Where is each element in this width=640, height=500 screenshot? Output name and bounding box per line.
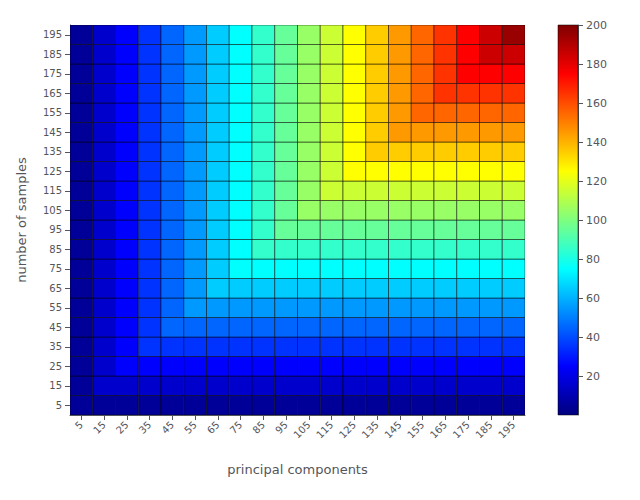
svg-text:35: 35 — [137, 419, 154, 436]
svg-text:115: 115 — [314, 419, 335, 440]
svg-text:85: 85 — [49, 244, 62, 255]
svg-text:185: 185 — [474, 419, 495, 440]
svg-text:85: 85 — [250, 419, 267, 436]
svg-text:145: 145 — [383, 419, 404, 440]
svg-text:115: 115 — [43, 185, 62, 196]
svg-text:165: 165 — [428, 419, 449, 440]
svg-text:95: 95 — [49, 224, 62, 235]
svg-text:25: 25 — [114, 419, 131, 436]
svg-text:15: 15 — [49, 380, 62, 391]
svg-text:20: 20 — [586, 370, 600, 383]
svg-text:145: 145 — [43, 127, 62, 138]
svg-text:105: 105 — [43, 205, 62, 216]
svg-text:195: 195 — [43, 29, 62, 40]
svg-text:140: 140 — [586, 136, 607, 149]
svg-text:45: 45 — [49, 322, 62, 333]
svg-text:15: 15 — [91, 419, 108, 436]
svg-text:5: 5 — [56, 400, 62, 411]
svg-text:65: 65 — [205, 419, 222, 436]
svg-text:125: 125 — [43, 166, 62, 177]
svg-text:155: 155 — [43, 107, 62, 118]
svg-text:135: 135 — [43, 146, 62, 157]
svg-text:35: 35 — [49, 341, 62, 352]
svg-text:55: 55 — [49, 302, 62, 313]
svg-text:55: 55 — [182, 419, 199, 436]
svg-text:160: 160 — [586, 97, 607, 110]
svg-text:40: 40 — [586, 331, 600, 344]
svg-text:60: 60 — [586, 292, 600, 305]
svg-text:45: 45 — [159, 419, 176, 436]
svg-text:120: 120 — [586, 175, 607, 188]
svg-text:25: 25 — [49, 361, 62, 372]
svg-text:175: 175 — [451, 419, 472, 440]
svg-text:75: 75 — [49, 263, 62, 274]
svg-text:155: 155 — [405, 419, 426, 440]
svg-text:195: 195 — [496, 419, 517, 440]
svg-text:165: 165 — [43, 88, 62, 99]
svg-text:75: 75 — [228, 419, 245, 436]
svg-text:200: 200 — [586, 19, 607, 32]
svg-text:65: 65 — [49, 283, 62, 294]
svg-text:5: 5 — [73, 419, 85, 431]
svg-text:185: 185 — [43, 49, 62, 60]
svg-text:125: 125 — [337, 419, 358, 440]
svg-text:80: 80 — [586, 253, 600, 266]
svg-text:95: 95 — [273, 419, 290, 436]
svg-text:principal components: principal components — [227, 462, 368, 477]
svg-text:135: 135 — [360, 419, 381, 440]
svg-text:175: 175 — [43, 68, 62, 79]
svg-text:number of samples: number of samples — [14, 157, 29, 283]
svg-text:100: 100 — [586, 214, 607, 227]
svg-text:180: 180 — [586, 58, 607, 71]
svg-text:105: 105 — [292, 419, 313, 440]
